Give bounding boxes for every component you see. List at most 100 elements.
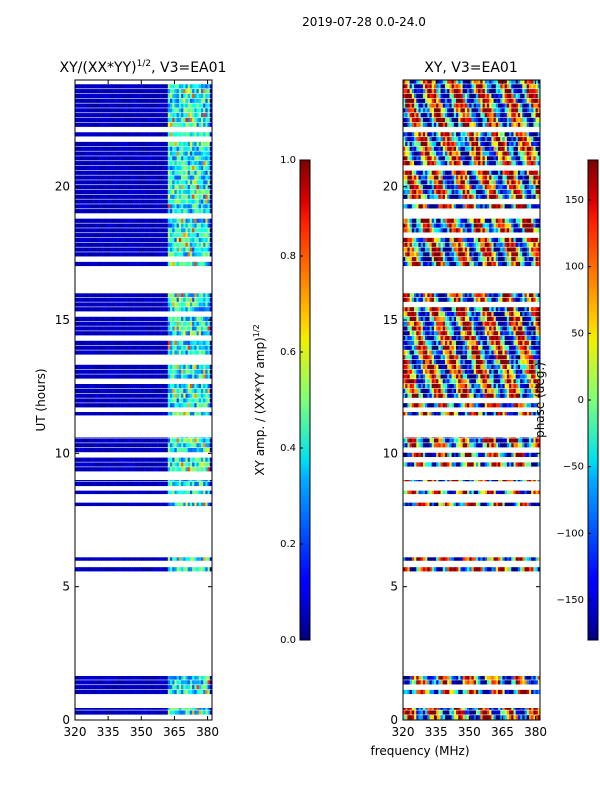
heatmap-cell <box>422 689 426 695</box>
heatmap-cell <box>147 189 151 195</box>
heatmap-cell <box>517 710 521 715</box>
heatmap-cell <box>103 384 107 389</box>
heatmap-cell <box>101 242 105 247</box>
heatmap-cell <box>145 117 149 123</box>
heatmap-cell <box>203 233 206 238</box>
heatmap-cell <box>103 209 107 214</box>
heatmap-cell <box>130 307 133 312</box>
heatmap-cell <box>167 93 171 99</box>
heatmap-cell <box>79 403 83 408</box>
heatmap-cell <box>116 676 120 680</box>
heatmap-cell <box>101 209 105 214</box>
heatmap-cell <box>132 218 136 223</box>
heatmap-cell <box>152 448 156 453</box>
heatmap-cell <box>158 194 162 199</box>
heatmap-cell <box>108 384 111 389</box>
heatmap-cell <box>152 247 156 252</box>
y-tick-label: 10 <box>55 446 70 460</box>
heatmap-cell <box>123 218 127 223</box>
heatmap-cell <box>158 364 162 369</box>
heatmap-cell <box>108 685 111 690</box>
heatmap-cell <box>464 689 468 695</box>
heatmap-cell <box>420 708 424 710</box>
heatmap-cell <box>170 108 173 113</box>
heatmap-cell <box>86 398 89 403</box>
heatmap-cell <box>110 108 114 113</box>
heatmap-cell <box>105 457 109 462</box>
heatmap-cell <box>134 209 138 214</box>
heatmap-cell <box>77 247 80 252</box>
heatmap-cell <box>77 302 80 307</box>
heatmap-cell <box>112 438 116 443</box>
heatmap-cell <box>178 261 182 267</box>
heatmap-cell <box>116 252 120 257</box>
heatmap-cell <box>123 680 127 685</box>
heatmap-cell <box>86 384 89 389</box>
heatmap-cell <box>187 161 191 166</box>
heatmap-cell <box>97 98 100 103</box>
heatmap-cell <box>196 462 200 467</box>
y-tick-label: 0 <box>62 713 70 727</box>
heatmap-cell <box>172 141 175 147</box>
heatmap-cell <box>194 199 198 204</box>
heatmap-cell <box>90 502 94 507</box>
heatmap-cell <box>105 490 109 495</box>
heatmap-cell <box>86 676 89 680</box>
heatmap-cell <box>524 710 528 715</box>
heatmap-cell <box>108 228 111 233</box>
heatmap-cell <box>198 448 202 453</box>
heatmap-cell <box>185 316 189 321</box>
heatmap-cell <box>176 443 180 448</box>
heatmap-cell <box>154 108 158 113</box>
heatmap-cell <box>165 689 169 695</box>
heatmap-cell <box>194 84 198 89</box>
heatmap-cell <box>207 175 211 180</box>
heatmap-cell <box>121 443 125 448</box>
heatmap-cell <box>425 680 428 685</box>
heatmap-cell <box>174 103 178 108</box>
heatmap-cell <box>511 710 514 715</box>
heatmap-cell <box>460 676 464 680</box>
heatmap-cell <box>163 84 167 89</box>
heatmap-cell <box>125 247 129 252</box>
heatmap-cell <box>163 321 167 326</box>
heatmap-cell <box>99 467 103 472</box>
heatmap-cell <box>116 228 120 233</box>
heatmap-cell <box>134 237 138 243</box>
heatmap-cell <box>447 676 450 680</box>
heatmap-cell <box>121 374 125 379</box>
heatmap-cell <box>207 567 211 572</box>
heatmap-cell <box>139 108 142 113</box>
heatmap-cell <box>205 708 209 710</box>
heatmap-cell <box>154 481 158 487</box>
heatmap-cell <box>194 369 198 374</box>
heatmap-cell <box>88 398 91 403</box>
heatmap-cell <box>97 302 100 307</box>
heatmap-cell <box>101 151 105 156</box>
heatmap-cell <box>165 398 169 403</box>
heatmap-cell <box>147 364 151 369</box>
heatmap-cell <box>185 141 189 147</box>
heatmap-cell <box>176 161 180 166</box>
heatmap-cell <box>158 161 162 166</box>
heatmap-cell <box>110 252 114 257</box>
heatmap-cell <box>174 481 178 487</box>
heatmap-cell <box>86 480 89 482</box>
heatmap-cell <box>112 247 116 252</box>
heatmap-cell <box>81 567 85 572</box>
heatmap-cell <box>150 403 153 408</box>
heatmap-cell <box>121 388 125 393</box>
heatmap-cell <box>209 302 212 307</box>
heatmap-cell <box>145 141 149 147</box>
heatmap-cell <box>207 689 211 695</box>
heatmap-cell <box>134 384 138 389</box>
heatmap-cell <box>209 175 212 180</box>
heatmap-cell <box>130 316 133 321</box>
heatmap-cell <box>172 194 175 199</box>
heatmap-cell <box>185 340 189 345</box>
heatmap-cell <box>207 557 211 561</box>
heatmap-cell <box>77 252 80 257</box>
heatmap-cell <box>143 242 147 247</box>
heatmap-cell <box>176 384 180 389</box>
heatmap-cell <box>174 302 178 307</box>
